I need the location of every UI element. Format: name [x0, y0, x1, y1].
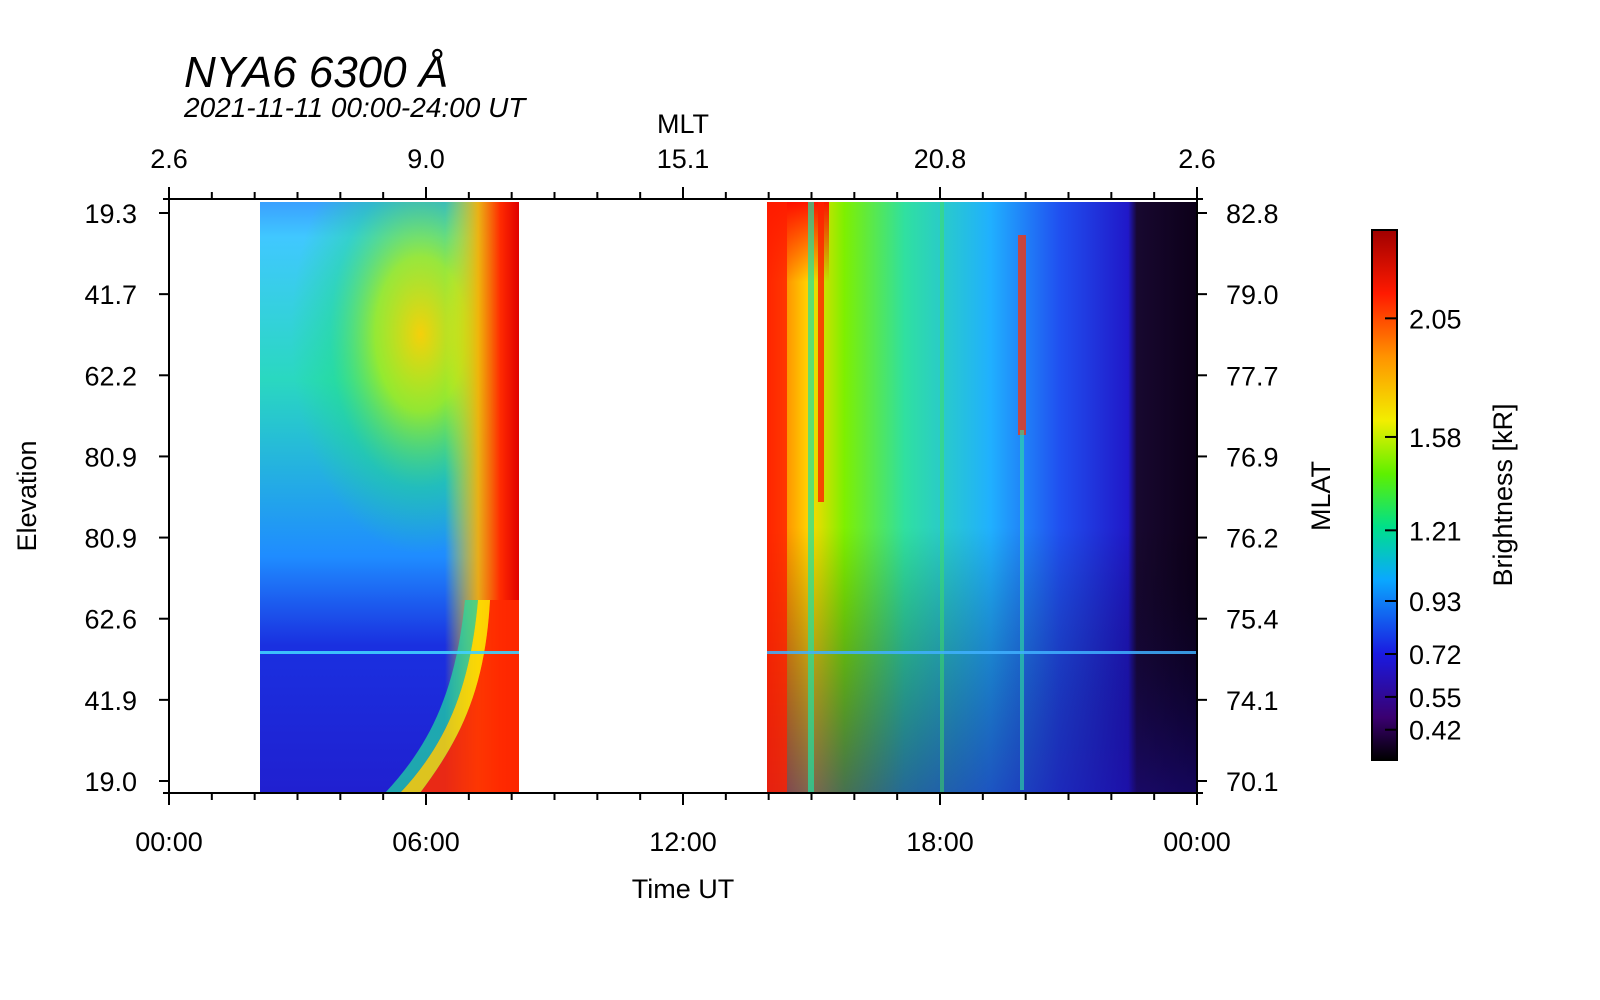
top-tick-label: 9.0 — [407, 144, 445, 174]
colorbar: 2.05 1.58 1.21 0.93 0.72 0.550.42 Brightness … — [1371, 229, 1518, 761]
left-tick-label: 62.6 — [84, 605, 137, 635]
colorbar-ticks: 2.05 1.58 1.21 0.93 0.72 0.550.42 — [1385, 304, 1462, 746]
right-tick-label: 70.1 — [1226, 767, 1279, 797]
colorbar-label: Brightness [kR] — [1488, 403, 1518, 586]
x-tick-label: 12:00 — [649, 827, 717, 857]
chart-title: NYA6 6300 Å — [184, 48, 448, 97]
x-tick-label: 00:00 — [135, 827, 203, 857]
morning-data-segment — [260, 202, 519, 793]
y-axis-label: Elevation — [12, 440, 42, 551]
right-tick-label: 76.2 — [1226, 524, 1279, 554]
right-tick-label: 74.1 — [1226, 686, 1279, 716]
x-tick-label: 06:00 — [392, 827, 460, 857]
colorbar-tick-label: 0.72 — [1409, 640, 1462, 670]
top-tick-label: 2.6 — [150, 144, 188, 174]
evening-data-segment — [767, 202, 1197, 793]
right-tick-label: 82.8 — [1226, 199, 1279, 229]
top-tick-label: 15.1 — [657, 144, 710, 174]
chart-subtitle: 2021-11-11 00:00-24:00 UT — [183, 92, 527, 123]
x-axis-label: Time UT — [632, 874, 735, 904]
right-tick-label: 79.0 — [1226, 280, 1279, 310]
left-tick-label: 62.2 — [84, 361, 137, 391]
top-tick-label: 2.6 — [1178, 144, 1216, 174]
colorbar-tick-label: 0.93 — [1409, 587, 1462, 617]
right-tick-label: 75.4 — [1226, 605, 1279, 635]
colorbar-tick-label: 0.55 — [1409, 683, 1462, 713]
left-tick-label: 80.9 — [84, 524, 137, 554]
colorbar-tick-label: 1.58 — [1409, 423, 1462, 453]
left-tick-label: 41.7 — [84, 280, 137, 310]
right-tick-label: 76.9 — [1226, 442, 1279, 472]
axes: 00:00 06:00 12:00 18:00 00:00 2.6 9.0 15.1 20.8 2… — [12, 109, 1336, 904]
left-tick-label: 19.3 — [84, 199, 137, 229]
top-tick-label: 20.8 — [914, 144, 967, 174]
colorbar-tick-label: 0.42 — [1409, 716, 1462, 746]
left-tick-label: 80.9 — [84, 442, 137, 472]
left-tick-label: 41.9 — [84, 686, 137, 716]
right-tick-label: 77.7 — [1226, 361, 1279, 391]
x-tick-label: 18:00 — [906, 827, 974, 857]
left-tick-label: 19.0 — [84, 767, 137, 797]
top-axis-label: MLT — [657, 109, 709, 139]
keogram-image — [260, 202, 1197, 793]
colorbar-tick-label: 1.21 — [1409, 516, 1462, 546]
colorbar-tick-label: 2.05 — [1409, 304, 1462, 334]
right-axis-label: MLAT — [1306, 461, 1336, 531]
colorbar-gradient — [1371, 229, 1398, 761]
x-tick-label: 00:00 — [1163, 827, 1231, 857]
